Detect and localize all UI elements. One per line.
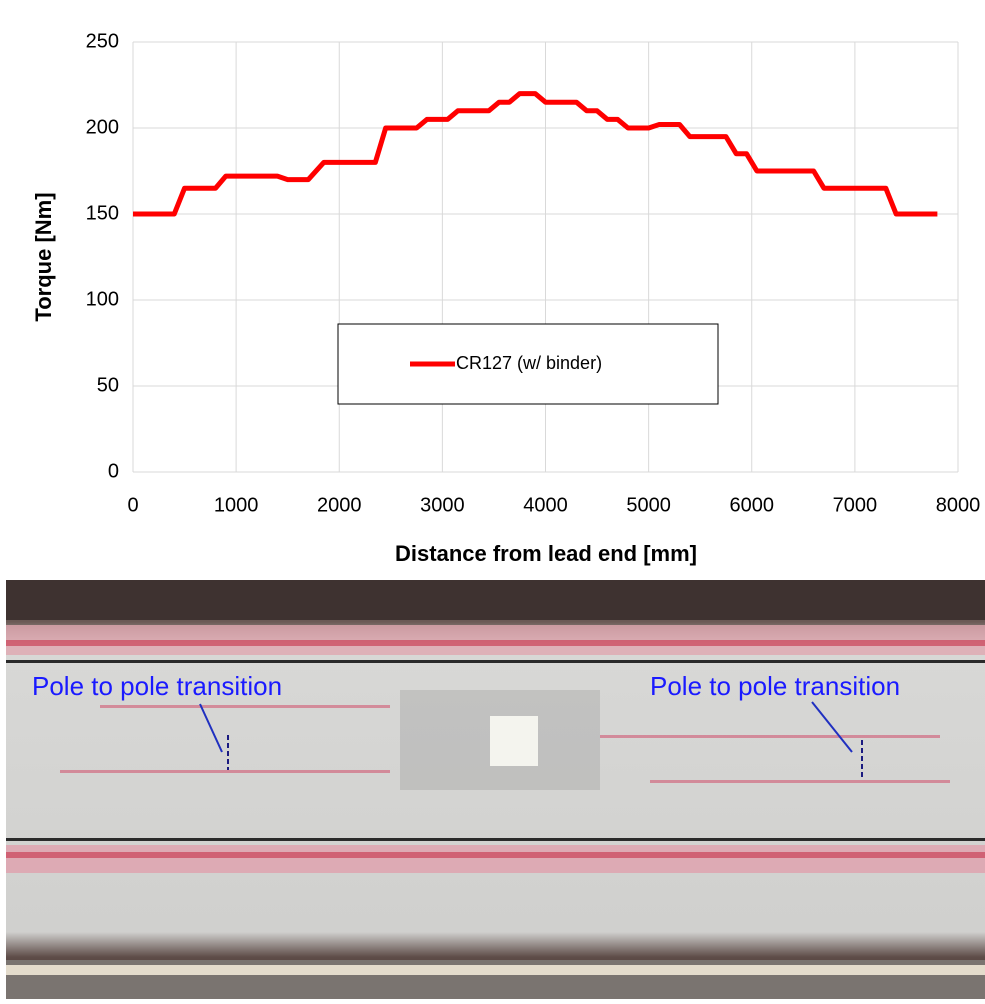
x-tick-label: 6000 [730, 494, 775, 516]
x-tick-label: 1000 [214, 494, 259, 516]
annotation: Pole to pole transition [650, 671, 900, 701]
y-tick-label: 50 [97, 374, 119, 396]
data-line [133, 91, 938, 217]
y-tick-label: 150 [86, 202, 119, 224]
x-tick-label: 2000 [317, 494, 362, 516]
y-tick-label: 0 [108, 460, 119, 482]
y-tick-label: 200 [86, 116, 119, 138]
y-axis-title: Torque [Nm] [31, 192, 56, 321]
y-tick-label: 100 [86, 288, 119, 310]
legend-label: CR127 (w/ binder) [456, 353, 602, 373]
x-tick-label: 8000 [936, 494, 981, 516]
x-tick-label: 0 [127, 494, 138, 516]
annotation: Pole to pole transition [32, 671, 282, 701]
legend-box [337, 323, 719, 405]
x-axis-title: Distance from lead end [mm] [395, 541, 697, 566]
x-tick-label: 5000 [626, 494, 671, 516]
y-tick-label: 250 [86, 30, 119, 52]
x-tick-label: 7000 [833, 494, 878, 516]
photo: Pole to pole transition Pole to pole tra… [6, 580, 985, 999]
x-tick-label: 3000 [420, 494, 465, 516]
x-tick-label: 4000 [523, 494, 568, 516]
